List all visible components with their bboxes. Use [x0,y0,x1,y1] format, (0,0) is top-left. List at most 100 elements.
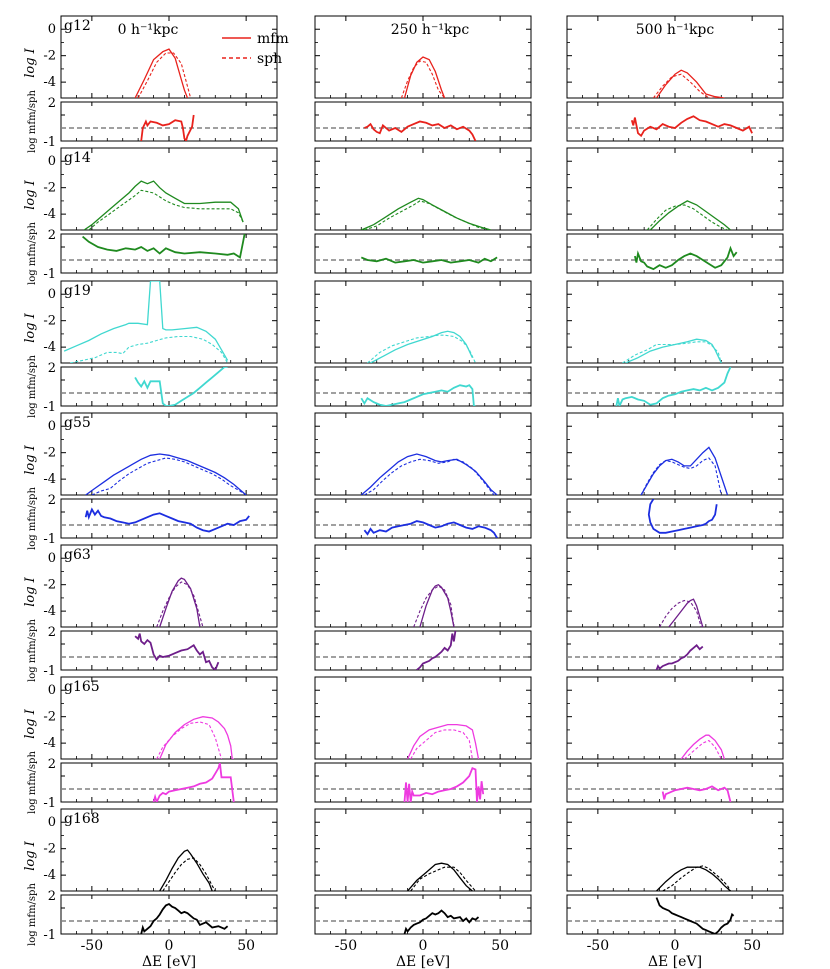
galaxy-label: g19 [64,283,91,299]
x-axis-label: ΔE [eV] [396,954,450,969]
y-tick-label: -1 [43,532,56,547]
sph-line [91,457,247,495]
ratio-line [82,234,246,259]
y-tick-label: 0 [48,683,56,698]
mfm-line [63,281,229,361]
mfm-line [159,577,201,627]
sph-line [88,189,244,230]
spectrum-panel-frame [314,808,532,892]
sph-line [683,739,722,759]
y-tick-label: 2 [48,96,56,111]
ratio-panel-frame [60,630,278,671]
ratio-line [140,903,229,934]
row-g63: 0 -2 -4 2 -1 log I log mfm/sph g63 [23,544,784,682]
sph-line [410,866,476,891]
mfm-line [680,734,726,759]
y-tick-label: -2 [43,314,56,329]
y-tick-label: -1 [43,400,56,415]
y-tick-label: 2 [48,889,56,904]
ratio-panel-frame [60,101,278,142]
row-g168: 0 -2 -4 2 -1 log I log mfm/sph g168 [23,808,784,946]
x-tick-label: 0 [671,938,680,954]
ratio-panel-frame [60,894,278,935]
ratio-panel-frame [314,762,532,803]
sph-line [413,585,455,627]
spectrum-panel-frame [314,412,532,496]
sph-line [156,721,223,759]
ratio-panel-frame [60,498,278,539]
x-tick-label: 0 [165,938,174,954]
ratio-panel-frame [60,762,278,803]
ratio-line [360,256,498,264]
y-axis-label-log-i: log I [23,708,38,738]
column-title: 250 h⁻¹kpc [391,22,470,38]
sph-line [659,599,702,627]
sph-line [410,729,473,759]
mfm-line [403,56,446,98]
ratio-panel-frame [566,366,784,407]
sph-line [364,458,495,495]
x-tick-label: 0 [419,938,428,954]
y-tick-label: 0 [48,154,56,169]
spectrum-panel-frame [60,412,278,496]
y-tick-label: 2 [48,228,56,243]
ratio-panel-frame [566,101,784,142]
y-tick-label: -4 [43,75,56,90]
y-tick-label: -4 [43,340,56,355]
y-tick-label: 2 [48,625,56,640]
mfm-line [370,330,473,363]
spectrum-panel-frame [314,676,532,760]
ratio-line [403,909,480,934]
sph-line [156,581,204,627]
y-tick-label: -2 [43,842,56,857]
mfm-line [360,453,498,495]
galaxy-label: g55 [64,415,91,431]
y-tick-label: -2 [43,446,56,461]
sph-line [400,60,446,98]
ratio-line [84,507,250,533]
sph-line [364,200,492,230]
spectrum-panel-frame [566,280,784,364]
mfm-line [134,48,189,98]
mfm-line [668,598,704,627]
ratio-line [647,499,718,534]
y-tick-label: -2 [43,181,56,196]
sph-line [652,73,722,98]
y-tick-label: 0 [48,551,56,566]
ratio-line [630,115,753,138]
ratio-line [360,384,476,406]
ratio-panel-frame [314,233,532,274]
y-tick-label: -2 [43,578,56,593]
y-tick-label: -4 [43,604,56,619]
y-tick-label: -1 [43,267,56,282]
mfm-line [419,583,455,627]
sph-line [640,457,722,495]
mfm-line [407,723,480,759]
y-tick-label: -1 [43,928,56,943]
y-axis-label-ratio: log mfm/sph [27,619,38,682]
ratio-line [634,245,738,271]
spectrum-panel-frame [314,147,532,231]
ratio-panel-frame [60,233,278,274]
spectrum-panel-frame [566,544,784,628]
y-axis-label-ratio: log mfm/sph [27,883,38,946]
mfm-line [159,849,213,891]
y-axis-label-ratio: log mfm/sph [27,355,38,418]
spectrum-panel-frame [314,280,532,364]
galaxy-label: g63 [64,547,91,563]
y-axis-label-log-i: log I [23,840,38,870]
mfm-line [640,446,729,495]
spectrum-panel-frame [566,676,784,760]
ratio-line [655,897,735,934]
y-tick-label: 0 [48,815,56,830]
row-g165: 0 -2 -4 2 -1 log I log mfm/sph g165 [23,676,784,814]
ratio-line [134,633,220,670]
spectrum-panel-frame [566,412,784,496]
sph-line [646,204,728,230]
y-axis-label-ratio: log mfm/sph [27,751,38,814]
ratio-line [140,114,195,141]
ratio-panel-frame [566,498,784,539]
ratio-panel-frame [566,762,784,803]
y-tick-label: -1 [43,664,56,679]
